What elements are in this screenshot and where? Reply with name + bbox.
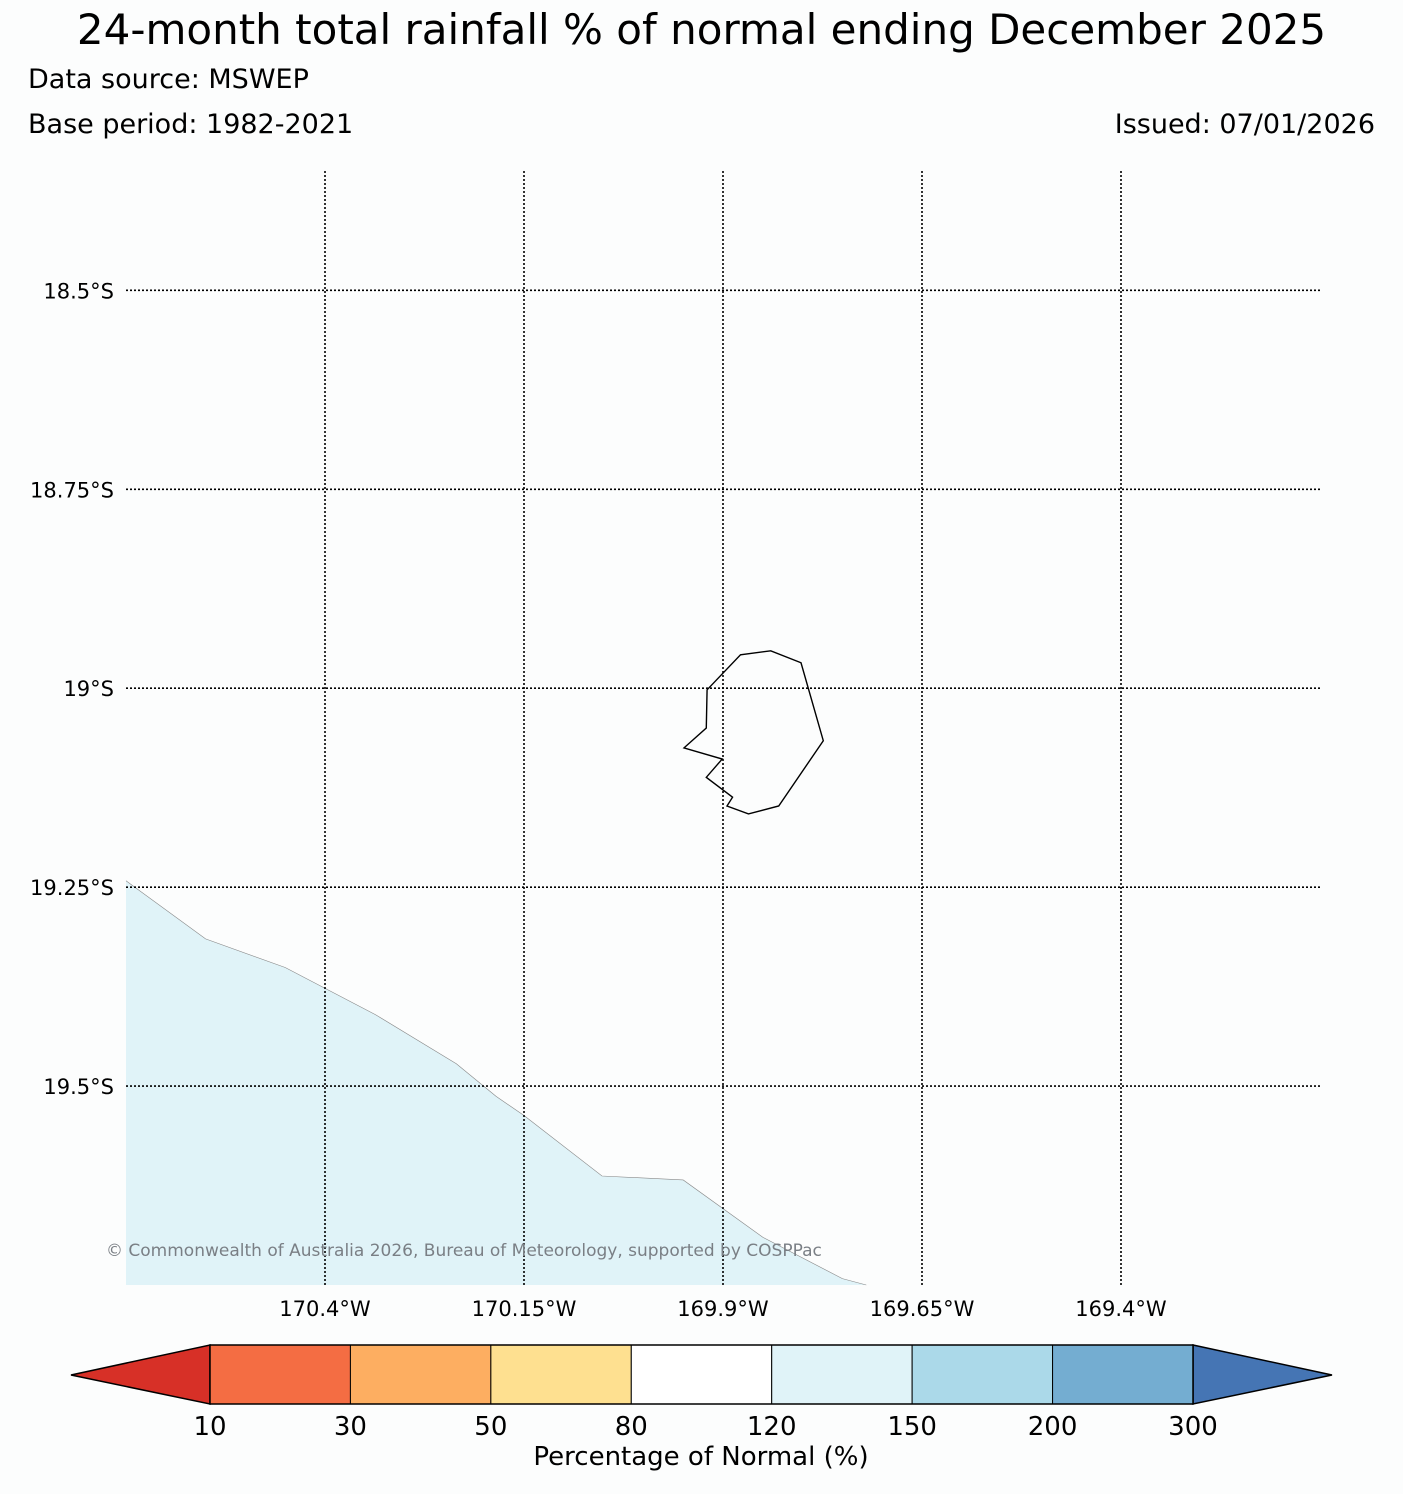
- longitude-label: 169.65°W: [870, 1297, 975, 1321]
- colorbar-bin: [209, 1344, 351, 1405]
- colorbar-tick-label: 80: [615, 1412, 648, 1442]
- colorbar-bin: [349, 1344, 492, 1405]
- latitude-label: 19°S: [63, 677, 114, 701]
- latitude-label: 19.25°S: [30, 876, 114, 900]
- latitude-label: 18.75°S: [30, 478, 114, 502]
- colorbar-bin: [771, 1344, 913, 1405]
- colorbar-tick-label: 150: [887, 1412, 937, 1442]
- island-outline: [682, 650, 825, 815]
- longitude-label: 170.15°W: [472, 1297, 577, 1321]
- map-title: 24-month total rainfall % of normal endi…: [76, 5, 1327, 54]
- longitude-label: 170.4°W: [279, 1297, 371, 1321]
- copyright-notice: © Commonwealth of Australia 2026, Bureau…: [106, 1241, 822, 1261]
- colorbar-tick-label: 30: [334, 1412, 367, 1442]
- map-area: [125, 171, 1320, 1286]
- shaded-rainfall-layer: [125, 880, 867, 1286]
- colorbar-ticks: 10 30 50 80 120 150 200 300: [193, 1412, 1217, 1442]
- data-source-label: Data source: MSWEP: [28, 64, 309, 95]
- colorbar-frame: [209, 1344, 1194, 1405]
- shaded-rainfall-region: [126, 880, 867, 1285]
- shaded-region-edge: [125, 880, 867, 1286]
- longitude-label: 169.9°W: [677, 1297, 769, 1321]
- latitude-label: 18.5°S: [43, 279, 114, 303]
- colorbar-bin: [490, 1344, 632, 1405]
- colorbar-bin: [630, 1344, 773, 1405]
- colorbar-title: Percentage of Normal (%): [533, 1442, 868, 1472]
- colorbar-over-arrow: [1192, 1344, 1333, 1405]
- longitude-label: 169.4°W: [1075, 1297, 1167, 1321]
- issued-date-label: Issued: 07/01/2026: [1114, 109, 1375, 140]
- colorbar-bin: [911, 1344, 1054, 1405]
- axis-labels: 170.4°W 170.15°W 169.9°W 169.65°W 169.4°W 18.…: [30, 279, 1167, 1321]
- colorbar-tick-label: 10: [193, 1412, 226, 1442]
- colorbar-tick-label: 300: [1168, 1412, 1218, 1442]
- colorbar-tick-label: 200: [1028, 1412, 1078, 1442]
- colorbar-tick-label: 50: [474, 1412, 507, 1442]
- base-period-label: Base period: 1982-2021: [28, 109, 354, 140]
- latitude-label: 19.5°S: [43, 1075, 114, 1099]
- coastline-layer: [682, 650, 825, 815]
- colorbar-bins: [70, 1344, 1333, 1405]
- colorbar-bin: [1052, 1344, 1194, 1405]
- graticule: [126, 171, 1320, 1285]
- colorbar: 10 30 50 80 120 150 200 300 Percentage of Norma…: [70, 1344, 1333, 1472]
- colorbar-under-arrow: [70, 1344, 211, 1405]
- colorbar-tick-label: 120: [747, 1412, 797, 1442]
